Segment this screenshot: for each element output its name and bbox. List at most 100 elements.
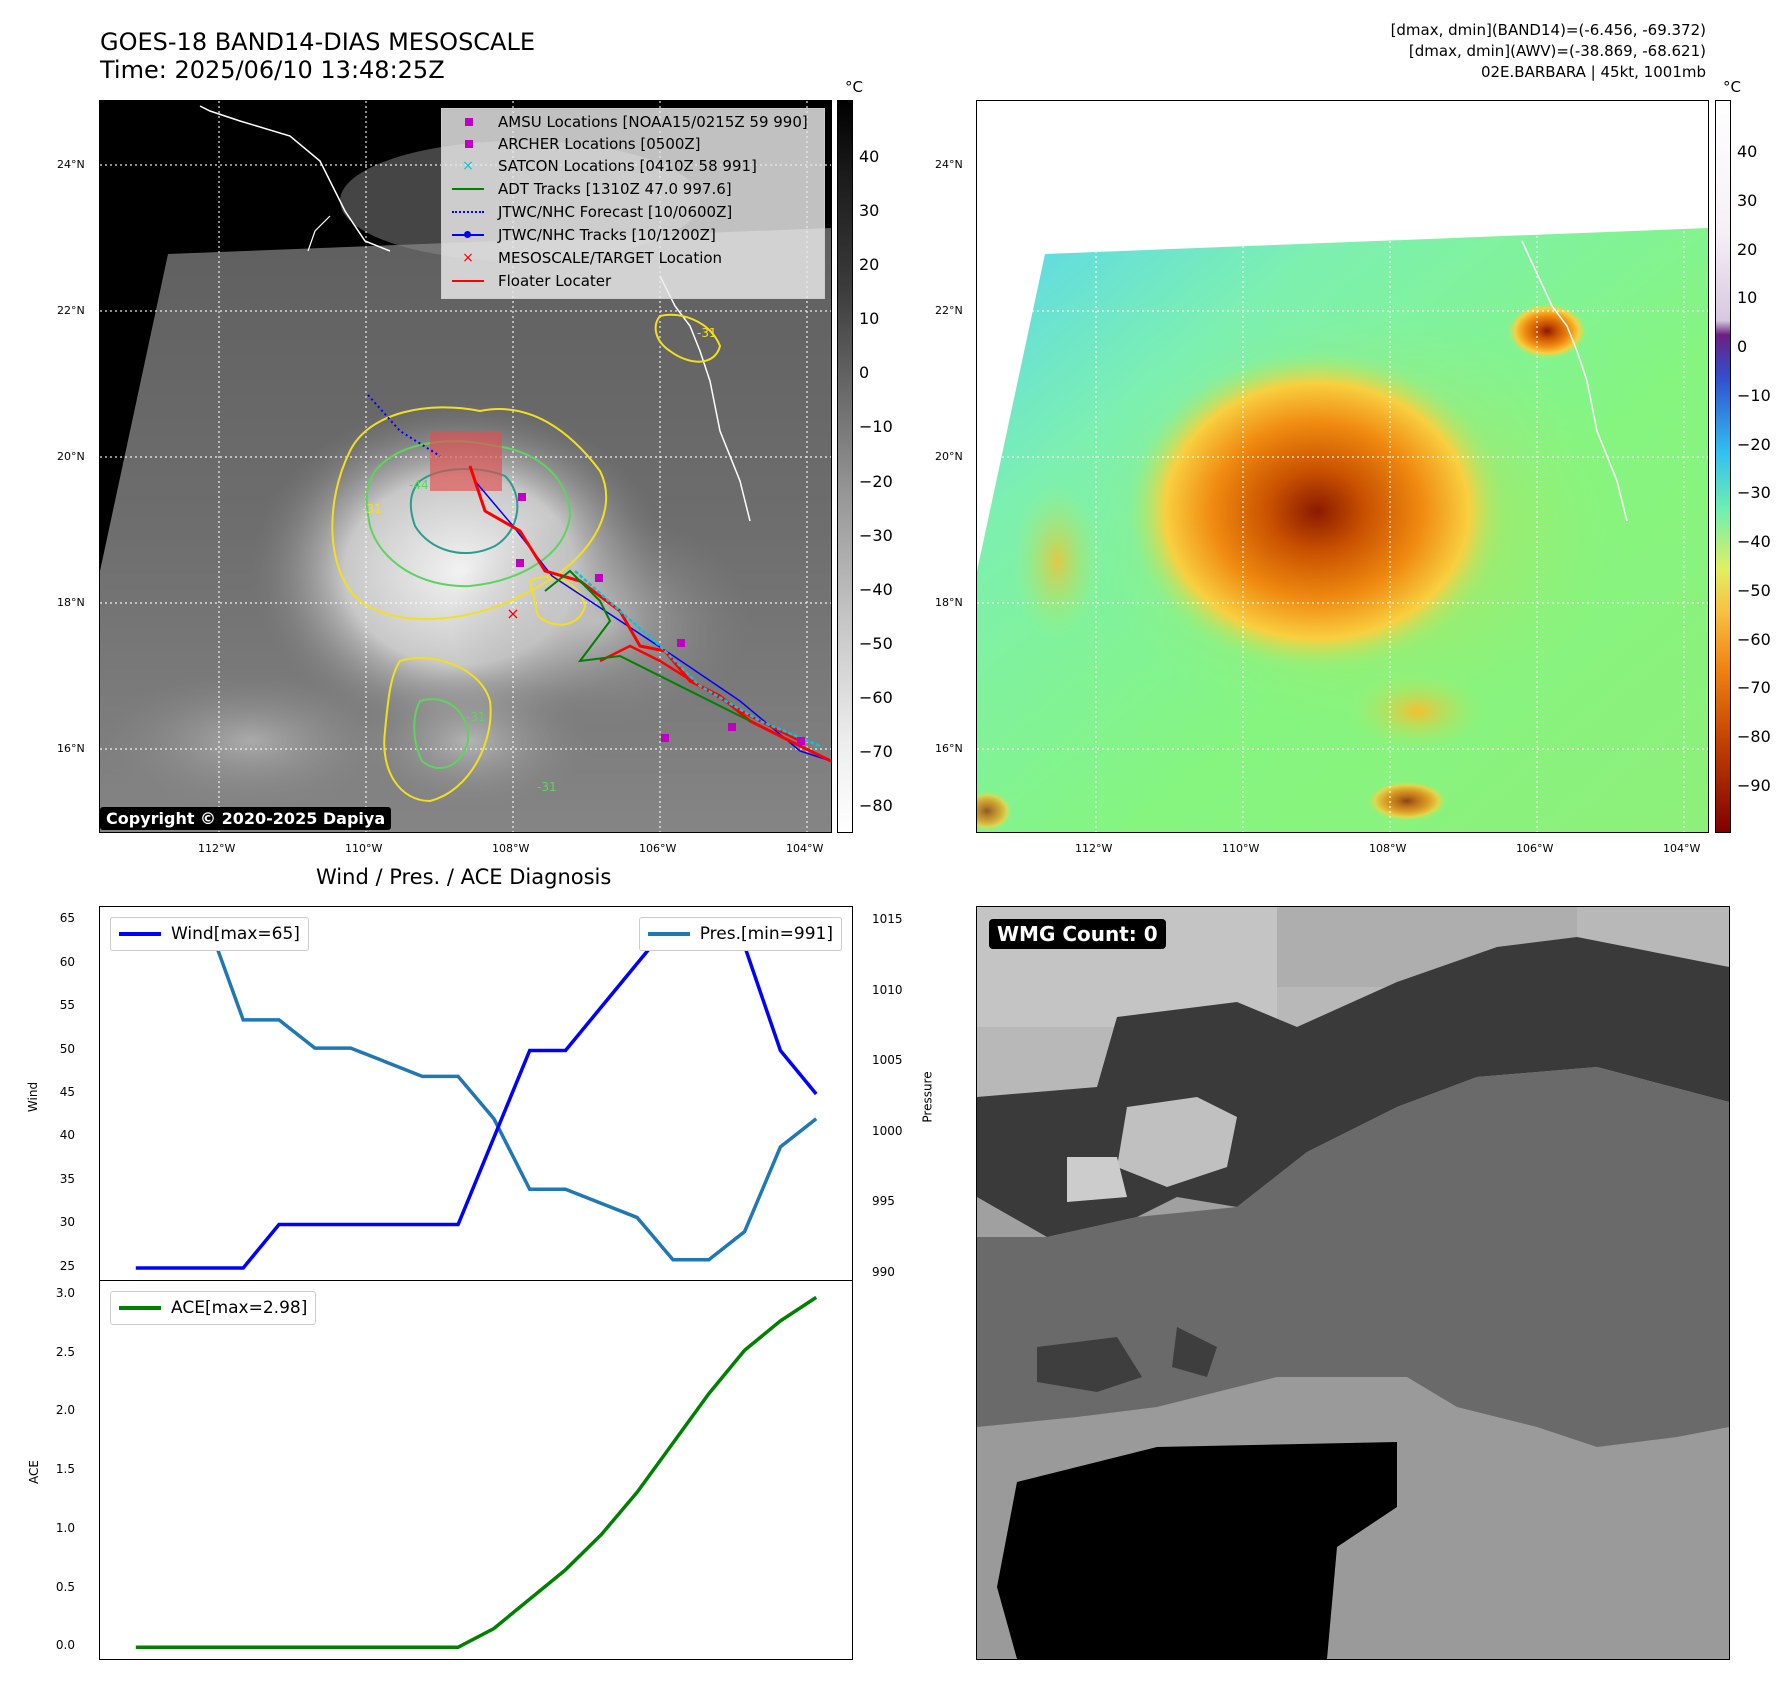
ir-map-panel: × -31 -44 -31 -31 -31 AMSU Locations [NO…	[99, 100, 832, 833]
awv-colorbar	[1715, 100, 1731, 833]
colorbar-tick-label: −10	[859, 417, 893, 437]
lat-label: 16°N	[57, 742, 85, 755]
legend-item-tracks: JTWC/NHC Tracks [10/1200Z]	[452, 224, 716, 246]
colorbar-tick-label: 0	[859, 363, 870, 383]
diag-title: Wind / Pres. / ACE Diagnosis	[316, 865, 612, 889]
colorbar-tick-label: −70	[1737, 678, 1771, 698]
colorbar-tick-label: 10	[1737, 288, 1758, 308]
y-tick-label: 0.0	[55, 1638, 75, 1653]
map-legend: AMSU Locations [NOAA15/0215Z 59 990] ARC…	[441, 108, 825, 299]
y-tick-label: 40	[59, 1128, 75, 1143]
lon-label: 110°W	[345, 842, 383, 855]
y-tick-label: 25	[59, 1258, 75, 1273]
contour-label: -31	[466, 710, 486, 724]
lon-label: 106°W	[1516, 842, 1554, 855]
lon-label: 112°W	[198, 842, 236, 855]
lon-label: 104°W	[1663, 842, 1701, 855]
storm-info: 02E.BARBARA | 45kt, 1001mb	[1480, 63, 1706, 81]
y-tick-label: 50	[59, 1041, 75, 1056]
y-tick-label: 1000	[872, 1123, 903, 1138]
ace-legend: ACE[max=2.98]	[110, 1291, 317, 1325]
colorbar-tick-label: −40	[1737, 532, 1771, 552]
y-tick-label: 65	[59, 911, 75, 926]
y-tick-label: 1005	[872, 1053, 903, 1068]
y-tick-label: 45	[59, 1085, 75, 1099]
lon-label: 108°W	[1369, 842, 1407, 855]
colorbar-tick-label: −30	[859, 525, 893, 545]
y-tick-label: 1015	[872, 912, 903, 927]
wind-pressure-chart	[135, 918, 818, 1270]
legend-item-floater: Floater Locater	[452, 270, 611, 292]
y-tick-label: 30	[59, 1215, 75, 1230]
lon-label: 110°W	[1222, 842, 1260, 855]
lon-label: 104°W	[786, 842, 824, 855]
colorbar-tick-label: 20	[1737, 239, 1758, 259]
lat-label: 16°N	[935, 742, 963, 755]
pressure-series-line	[135, 919, 818, 1262]
awv-range: [dmax, dmin](AWV)=(-38.869, -68.621)	[1408, 42, 1706, 60]
y-tick-label: 35	[59, 1171, 75, 1186]
lat-label: 24°N	[57, 158, 85, 171]
pressure-legend: Pres.[min=991]	[638, 917, 842, 951]
y-tick-label: 3.0	[55, 1286, 75, 1301]
svg-text:×: ×	[506, 604, 519, 623]
contour-label: -31	[697, 326, 717, 340]
colorbar-tick-label: −20	[859, 471, 893, 491]
copyright-badge: Copyright © 2020-2025 Dapiya	[100, 807, 392, 830]
colorbar-tick-label: −90	[1737, 776, 1771, 795]
lat-label: 18°N	[57, 596, 85, 609]
colorbar-tick-label: −50	[859, 633, 893, 653]
colorbar-tick-label: −30	[1737, 483, 1771, 503]
y-tick-label: 1.5	[55, 1462, 75, 1477]
colorbar-tick-label: −80	[1737, 727, 1771, 747]
colorbar-unit: °C	[845, 78, 863, 96]
colorbar-tick-label: −60	[1737, 629, 1771, 649]
contour-label: -31	[537, 780, 557, 794]
timestamp: Time: 2025/06/10 13:48:25Z	[100, 56, 445, 84]
colorbar-tick-label: −50	[1737, 580, 1771, 600]
colorbar-tick-label: 30	[1737, 190, 1758, 210]
legend-item-archer: ARCHER Locations [0500Z]	[452, 133, 701, 155]
wmg-image	[977, 907, 1729, 1659]
wind-pressure-panel: Wind[max=65] Pres.[min=991]	[99, 906, 853, 1281]
lon-label: 112°W	[1075, 842, 1113, 855]
legend-item-satcon: × SATCON Locations [0410Z 58 991]	[462, 157, 757, 175]
colorbar-unit: °C	[1723, 78, 1741, 96]
legend-item-adt: ADT Tracks [1310Z 47.0 997.6]	[452, 178, 732, 200]
ace-axis-label: ACE	[26, 1460, 41, 1484]
y-tick-label: 2.5	[55, 1344, 75, 1359]
lat-label: 20°N	[57, 450, 85, 463]
wind-legend-swatch	[119, 932, 161, 936]
lat-label: 24°N	[935, 158, 963, 171]
ace-legend-swatch	[119, 1306, 161, 1310]
contour-label: -44	[409, 478, 429, 492]
y-tick-label: 0.5	[55, 1579, 75, 1594]
y-tick-label: 1.0	[55, 1520, 75, 1535]
colorbar-tick-label: 0	[1737, 337, 1748, 357]
ace-series-line	[135, 1295, 818, 1650]
colorbar-tick-label: 30	[859, 201, 880, 221]
y-tick-label: 995	[872, 1194, 895, 1209]
y-tick-label: 990	[872, 1264, 895, 1279]
colorbar-tick-label: −20	[1737, 434, 1771, 454]
colorbar-tick-label: 20	[859, 255, 880, 275]
colorbar-tick-label: −10	[1737, 385, 1771, 405]
wind-series-line	[135, 918, 818, 1270]
lat-label: 20°N	[935, 450, 963, 463]
y-tick-label: 2.0	[55, 1403, 75, 1418]
legend-item-amsu: AMSU Locations [NOAA15/0215Z 59 990]	[452, 111, 808, 133]
awv-map-image	[977, 101, 1708, 832]
ir-map-image: × -31 -44 -31 -31 -31	[100, 101, 831, 832]
colorbar-tick-label: −60	[859, 687, 893, 707]
ace-panel: ACE[max=2.98]	[99, 1280, 853, 1660]
legend-item-target: × MESOSCALE/TARGET Location	[462, 249, 723, 267]
page-title: GOES-18 BAND14-DIAS MESOSCALE	[100, 28, 536, 56]
wmg-count-badge: WMG Count: 0	[989, 919, 1166, 949]
y-tick-label: 1010	[872, 982, 903, 997]
legend-item-forecast: JTWC/NHC Forecast [10/0600Z]	[452, 201, 732, 223]
awv-map-panel	[976, 100, 1709, 833]
wmg-panel: WMG Count: 0	[976, 906, 1730, 1660]
pressure-axis-label: Pressure	[920, 1071, 935, 1123]
y-tick-label: 60	[59, 954, 75, 969]
lon-label: 108°W	[492, 842, 530, 855]
